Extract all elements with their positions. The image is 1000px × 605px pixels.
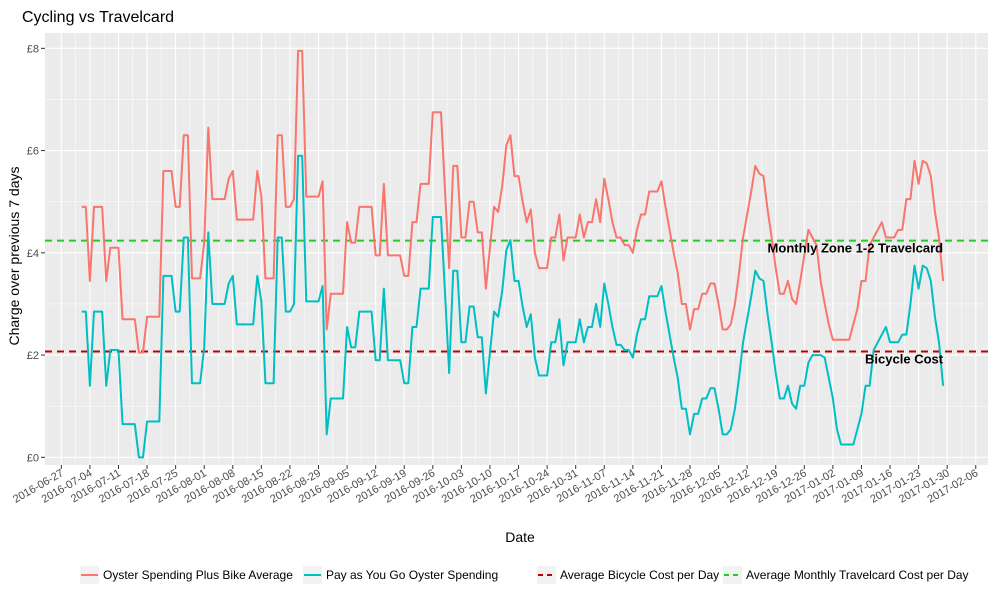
series-lines	[81, 49, 945, 459]
y-tick-label: £8	[27, 43, 39, 55]
x-axis-label: Date	[505, 529, 535, 545]
y-tick-label: £2	[27, 350, 39, 362]
y-axis-label: Charge over previous 7 days	[6, 167, 22, 346]
legend-key	[537, 566, 556, 584]
y-tick-label: £0	[27, 452, 39, 464]
reference-line-annotation: Bicycle Cost	[865, 352, 944, 367]
y-tick-label: £6	[27, 146, 39, 158]
legend-label: Pay as You Go Oyster Spending	[326, 568, 498, 582]
y-tick-label: £4	[27, 248, 39, 260]
reference-lines	[45, 239, 988, 353]
legend-label: Average Monthly Travelcard Cost per Day	[746, 568, 969, 582]
legend-label: Oyster Spending Plus Bike Average	[103, 568, 293, 582]
legend-key	[723, 566, 742, 584]
series-line	[81, 154, 945, 459]
annotations: Bicycle Cost Monthly Zone 1-2 Travelcard	[768, 241, 944, 367]
chart-title: Cycling vs Travelcard	[22, 9, 174, 26]
y-axis: £0 £2 £4 £6 £8	[27, 43, 45, 464]
grid-minor	[45, 33, 988, 465]
legend-label: Average Bicycle Cost per Day	[560, 568, 719, 582]
reference-line-annotation: Monthly Zone 1-2 Travelcard	[768, 241, 944, 256]
series-line	[81, 49, 945, 354]
legend: Oyster Spending Plus Bike Average Pay as …	[80, 566, 969, 584]
x-axis: 2016-06-272016-07-042016-07-112016-07-18…	[11, 465, 980, 506]
